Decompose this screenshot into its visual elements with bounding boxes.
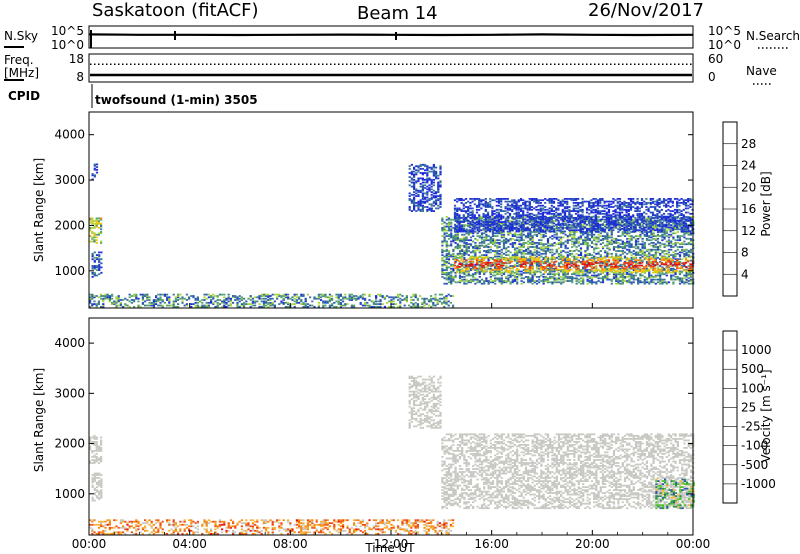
scatter-region [409,376,442,429]
strip1-right-tick-bottom: 10^0 [708,38,741,52]
y-tick-label: 3000 [54,386,85,400]
strip1-left-tick-bottom: 10^0 [51,38,84,52]
velocity-colorbar-label: Velocity [m s⁻¹] [759,369,773,462]
y-tick-label: 3000 [54,173,85,187]
freq-label-line2: [MHz] [4,66,39,80]
x-tick-label: 04:00 [172,537,207,551]
cpid-text: twofsound (1-min) 3505 [95,93,258,107]
colorbar-tick-label: 16 [741,202,756,216]
strip2-right-tick-bottom: 0 [708,70,716,84]
colorbar-tick-label: 4 [741,267,749,281]
strip1-right-tick-top: 10^5 [708,24,741,38]
y-tick-label: 4000 [54,128,85,142]
strip1-frame [89,26,693,48]
scatter-region [89,294,454,308]
colorbar-tick-label: 24 [741,159,756,173]
cpid-label: CPID [8,89,40,103]
freq-label-line1: Freq. [4,53,34,67]
x-tick-label: 00:00 [676,537,711,551]
y-tick-label: 2000 [54,437,85,451]
y-tick-label: 1000 [54,264,85,278]
y-tick-label: 1000 [54,487,85,501]
scatter-region [92,164,99,181]
power-colorbar: 4 8 12 16 20 24 28 [723,122,756,296]
x-tick-label: 16:00 [474,537,509,551]
colorbar-tick-label: 8 [741,246,749,260]
strip2-right-tick-top: 60 [708,52,723,66]
colorbar-tick-label: 12 [741,224,756,238]
scatter-region [89,519,454,534]
x-tick-label: 00:00 [72,537,107,551]
nsky-label: N.Sky [4,29,38,43]
velocity-panel-frame [89,318,693,535]
colorbar-tick-label: -25 [741,420,761,434]
strip2-frame [89,54,693,82]
x-axis-label: Time UT [364,541,415,554]
power-ylabel: Slant Range [km] [32,158,46,262]
strip2-left-tick-top: 18 [69,52,84,66]
scatter-region [409,164,442,212]
strip2-left-tick-bottom: 8 [76,70,84,84]
scatter-region [92,473,103,502]
power-colorbar-label: Power [dB] [759,171,773,236]
date-title: 26/Nov/2017 [588,0,704,21]
colorbar-tick-label: 25 [741,400,756,414]
scatter-region [92,252,103,278]
time-x-axis: 00:00 04:00 08:00 12:00 16:00 20:00 00:00 [72,303,711,551]
colorbar-tick-label: -1000 [741,477,776,491]
colorbar-tick-label: 20 [741,180,756,194]
velocity-panel-data [89,376,695,535]
nave-label: Nave [746,64,777,78]
scatter-region [89,218,102,244]
colorbar-tick-label: 1000 [741,343,772,357]
colorbar-tick-label: 28 [741,137,756,151]
station-title: Saskatoon (fitACF) [92,0,259,21]
x-tick-label: 08:00 [273,537,308,551]
nsearch-label: N.Search [746,29,800,43]
velocity-ylabel: Slant Range [km] [32,368,46,472]
power-panel-data [89,164,694,308]
nsky-series-line [89,34,693,35]
scatter-region [89,435,102,464]
x-tick-label: 20:00 [575,537,610,551]
strip1-left-tick-top: 10^5 [51,24,84,38]
beam-title: Beam 14 [357,3,438,24]
y-tick-label: 4000 [54,336,85,350]
y-tick-label: 2000 [54,218,85,232]
